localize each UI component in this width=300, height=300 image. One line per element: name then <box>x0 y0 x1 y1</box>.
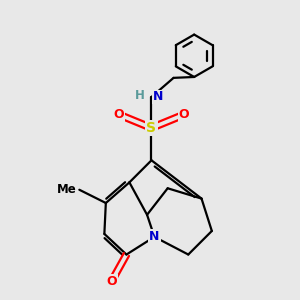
Text: N: N <box>153 91 163 103</box>
Text: H: H <box>135 89 145 102</box>
Text: O: O <box>114 108 124 121</box>
Text: O: O <box>178 108 189 121</box>
Text: Me: Me <box>57 183 77 196</box>
Text: O: O <box>106 274 117 287</box>
Text: N: N <box>149 230 160 243</box>
Text: S: S <box>146 121 157 135</box>
